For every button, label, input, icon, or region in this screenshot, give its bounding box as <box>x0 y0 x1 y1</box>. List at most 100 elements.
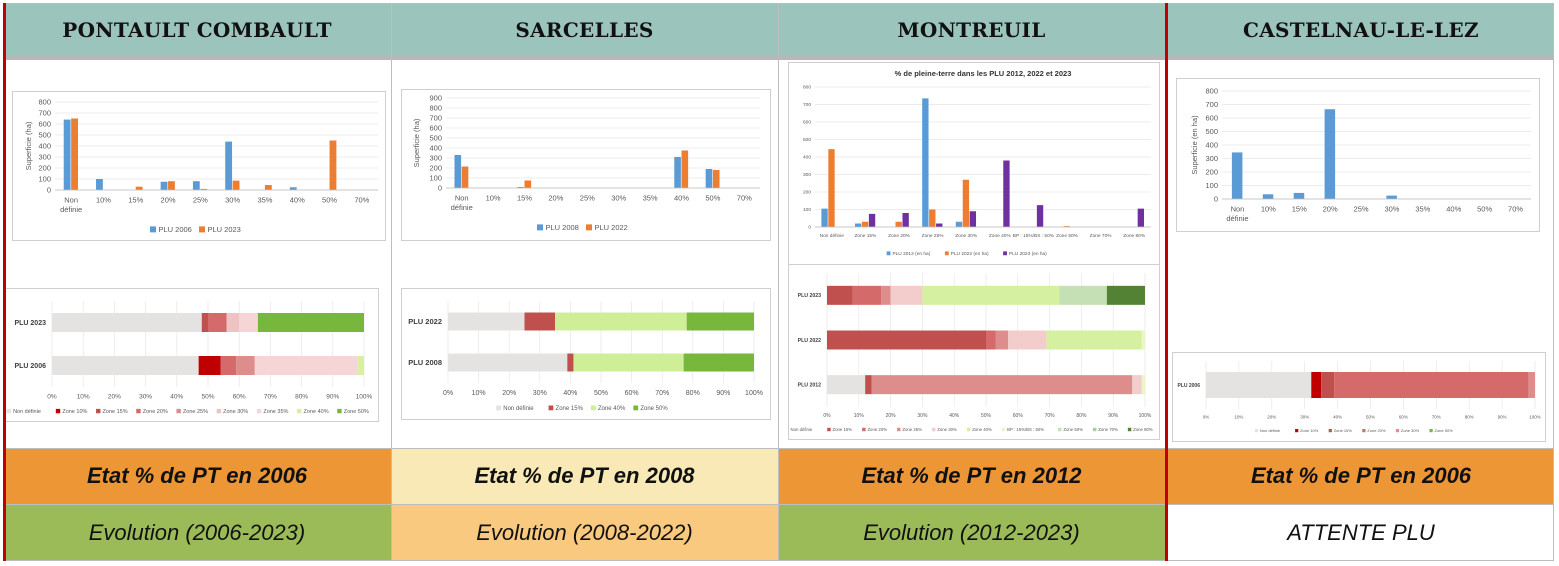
bar <box>861 221 869 227</box>
column-divider <box>391 3 392 561</box>
x-tick-label: 40% <box>949 413 960 419</box>
x-tick-label: 30% <box>225 196 240 205</box>
legend-label: Non définie <box>13 409 41 415</box>
bar <box>962 179 970 227</box>
legend-swatch <box>216 408 222 414</box>
bar <box>225 141 233 190</box>
x-tick-label: 25% <box>580 194 595 203</box>
bar <box>854 223 862 227</box>
bar <box>232 180 240 190</box>
legend-swatch <box>944 251 949 256</box>
x-tick-label: 15% <box>517 194 532 203</box>
x-tick-label: 80% <box>295 394 308 401</box>
bar <box>461 166 469 188</box>
bar <box>1293 192 1305 199</box>
category-label: PLU 2022 <box>408 317 442 326</box>
x-tick-label: 90% <box>1108 413 1119 419</box>
legend-label: Zone 40% <box>304 409 329 415</box>
legend-label: Zone 20% <box>867 427 887 432</box>
legend-swatch <box>256 408 262 414</box>
legend-swatch <box>337 408 342 414</box>
x-tick-label: 15% <box>1292 205 1307 214</box>
stacked-segment <box>226 313 240 332</box>
x-tick-label: 70% <box>737 194 752 203</box>
etat-label: Etat % de PT en 2006 <box>1168 448 1554 504</box>
bar <box>922 98 929 227</box>
x-tick-label: 30% <box>139 394 152 401</box>
bar-chart: 0 100 200 300 400 500 600 700 800 Superficie (en … <box>1190 87 1531 223</box>
stacked-segment <box>1334 372 1529 398</box>
legend-label: Zone 15% <box>833 427 853 432</box>
x-tick-label: 70% <box>1045 413 1056 419</box>
legend-swatch <box>586 224 592 231</box>
bar <box>1063 226 1070 227</box>
x-tick-label: 50% <box>981 413 992 419</box>
y-tick-label: 800 <box>1205 87 1218 96</box>
x-tick-label: 60% <box>625 390 639 397</box>
x-tick-label: Non <box>64 196 78 205</box>
stacked-segment <box>52 356 199 375</box>
x-tick-label: 20% <box>1267 415 1276 420</box>
bar <box>705 169 713 188</box>
legend-swatch <box>1058 427 1062 432</box>
legend-label: Zone 10% <box>1300 428 1319 433</box>
x-tick-label: 80% <box>1465 415 1474 420</box>
legend-label: Zone 50% <box>640 406 668 412</box>
legend-swatch <box>862 427 866 432</box>
x-tick-label: 20% <box>502 390 516 397</box>
y-tick-label: 100 <box>429 174 442 183</box>
bar <box>1262 194 1274 199</box>
y-tick-label: 700 <box>429 114 442 123</box>
bar <box>1386 195 1397 199</box>
stacked-segment <box>1106 285 1145 305</box>
stacked-bar-chart: 0% 10% 20% 30% 40% 50% 60% 70% 80% 90% 100% PLU 200… <box>1177 361 1541 433</box>
column-divider <box>778 3 779 561</box>
y-tick-label: 300 <box>429 154 442 163</box>
y-tick-label: 200 <box>38 164 51 173</box>
x-tick-label: 20% <box>108 394 121 401</box>
x-tick-label: 100% <box>1139 413 1152 419</box>
stacked-segment <box>254 356 358 375</box>
x-tick-label: 10% <box>1234 415 1243 420</box>
y-tick-label: 100 <box>1205 181 1218 190</box>
y-axis-label: Superficie (en ha) <box>1190 115 1199 175</box>
stacked-bar-chart: 0% 10% 20% 30% 40% 50% 60% 70% 80% 90% 100% PLU 202… <box>785 273 1153 432</box>
x-tick-label: 100% <box>745 390 763 397</box>
y-tick-label: 900 <box>429 94 442 103</box>
chart-panel: 0 100 200 300 400 500 600 700 800 Superficie (ha)… <box>12 91 386 241</box>
comparison-table: PONTAULT COMBAULT 0 100 200 300 400 500 600 700… <box>3 3 1554 561</box>
legend-label: Zone 30% <box>1401 428 1420 433</box>
x-tick-label: 40% <box>1446 205 1461 214</box>
bar <box>1137 208 1145 227</box>
legend-swatch <box>1127 427 1132 432</box>
x-tick-label: 10% <box>1261 205 1276 214</box>
table-border <box>1553 3 1554 561</box>
bar <box>868 213 876 227</box>
y-tick-label: 400 <box>429 144 442 153</box>
x-tick-label: 80% <box>686 390 700 397</box>
x-tick-label: Non <box>455 194 469 203</box>
y-tick-label: 600 <box>1205 114 1218 123</box>
legend-label: Zone 25% <box>183 409 208 415</box>
category-label: PLU 2006 <box>1177 383 1200 389</box>
x-tick-label: 10% <box>77 394 90 401</box>
stacked-segment <box>890 285 923 305</box>
x-tick-label: Zone 30% <box>955 233 978 239</box>
x-tick-label: Non <box>1231 205 1245 214</box>
stacked-segment <box>683 353 754 372</box>
legend-label: Zone 20% <box>143 409 168 415</box>
x-tick-label: 80% <box>1076 413 1087 419</box>
bar <box>1324 109 1336 199</box>
x-tick-label: définie <box>451 203 473 212</box>
stacked-segment <box>995 330 1009 350</box>
x-tick-label: 0% <box>443 390 453 397</box>
y-tick-label: 800 <box>429 104 442 113</box>
x-tick-label: 40% <box>563 390 577 397</box>
y-axis-label: Superficie (ha) <box>412 118 421 167</box>
x-tick-label: 40% <box>674 194 689 203</box>
x-tick-label: 35% <box>643 194 658 203</box>
chart-area: 0 100 200 300 400 500 600 700 800 900 Superficie (… <box>391 60 778 448</box>
y-tick-label: 600 <box>38 120 51 129</box>
red-column-divider <box>1165 3 1168 561</box>
x-tick-label: 70% <box>264 394 277 401</box>
